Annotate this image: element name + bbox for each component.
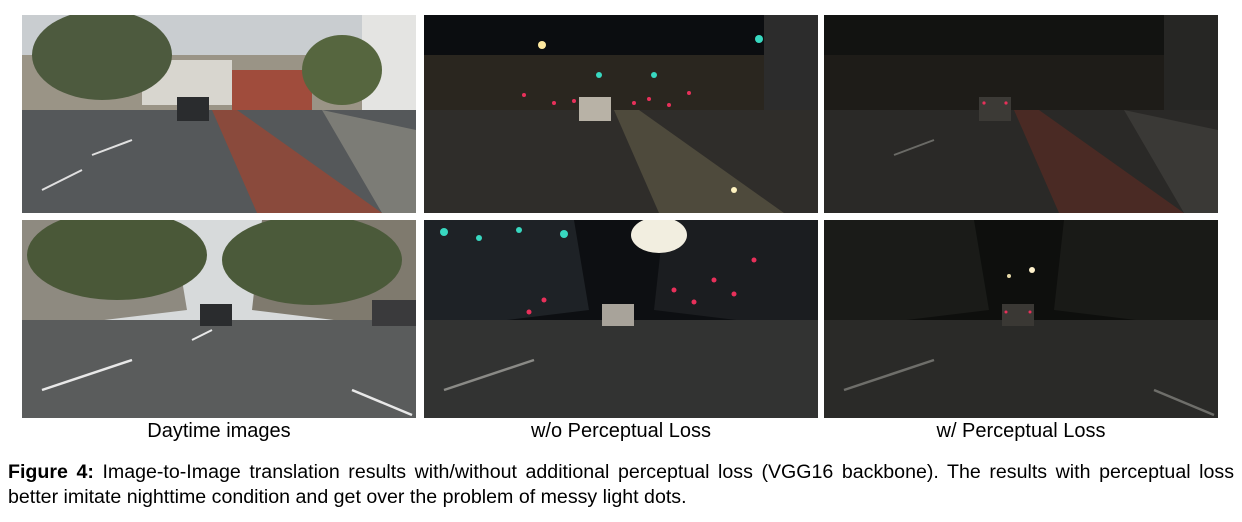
- figure-number: Figure 4:: [8, 461, 94, 483]
- without-perceptual-image-2: [424, 220, 818, 418]
- figure-caption: Figure 4: Image-to-Image translation res…: [8, 460, 1234, 510]
- column-label-daytime: Daytime images: [147, 420, 291, 442]
- daytime-image-1: [22, 15, 416, 213]
- column-label-with-perceptual: w/ Perceptual Loss: [936, 420, 1106, 442]
- caption-text: Image-to-Image translation results with/…: [8, 461, 1234, 508]
- daytime-image-2: [22, 220, 416, 418]
- column-label-without-perceptual: w/o Perceptual Loss: [530, 420, 712, 442]
- with-perceptual-image-1: [824, 15, 1218, 213]
- without-perceptual-image-1: [424, 15, 818, 213]
- with-perceptual-image-2: [824, 220, 1218, 418]
